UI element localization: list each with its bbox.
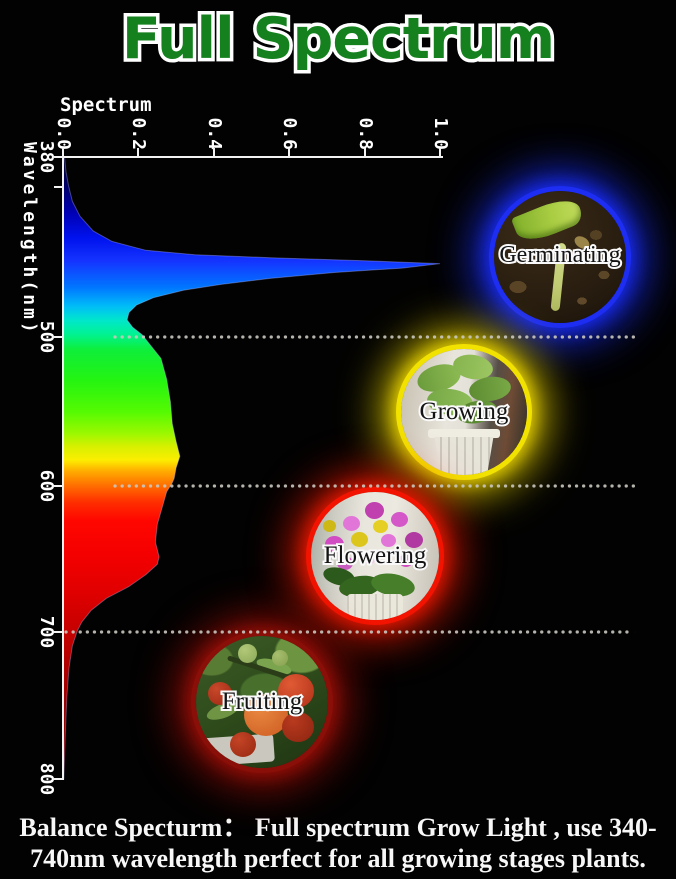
y-tick-380: 380 — [36, 140, 57, 174]
y-tick-800: 800 — [36, 762, 57, 796]
yellow-bloom — [323, 520, 336, 532]
orchid-bloom — [365, 502, 384, 519]
orchid-bloom — [337, 556, 353, 570]
x-axis-title: Spectrum — [60, 94, 152, 116]
stage-circle-flowering — [311, 492, 439, 620]
y-tick-600: 600 — [36, 469, 57, 503]
flower-pot — [347, 594, 403, 620]
stage-circle-fruiting — [196, 636, 328, 768]
stage-label-germinating: Germinating — [497, 240, 622, 270]
spectrum-curve-area — [62, 156, 441, 780]
flowering-photo — [311, 492, 439, 620]
x-tick-0.2: 0.2 — [128, 117, 149, 150]
yellow-bloom — [351, 532, 368, 547]
fruiting-photo — [196, 636, 328, 768]
orchid-bloom — [363, 552, 376, 564]
orchid-bloom — [343, 516, 360, 531]
growing-photo — [401, 349, 527, 475]
caption-line-1: Balance Specturm： Full spectrum Grow Lig… — [19, 813, 657, 842]
y-tick-700: 700 — [36, 615, 57, 649]
orchid-bloom — [325, 536, 344, 553]
germinating-photo — [494, 191, 626, 323]
orange-tomato — [244, 694, 288, 736]
orchid-bloom — [405, 532, 423, 548]
orchid-bloom — [391, 512, 408, 527]
orchid-bloom — [381, 534, 396, 547]
red-tomato — [208, 682, 232, 705]
x-tick-0.6: 0.6 — [279, 117, 300, 150]
y-tick-500: 500 — [36, 320, 57, 354]
bottom-caption: Balance Specturm： Full spectrum Grow Lig… — [18, 812, 658, 874]
page-title: Full Spectrum — [118, 3, 558, 76]
caption-line-2: 740nm wavelength perfect for all growing… — [30, 844, 646, 873]
green-tomato — [272, 650, 288, 666]
stage-circle-germinating — [494, 191, 626, 323]
yellow-bloom — [373, 520, 388, 533]
green-tomato — [238, 644, 257, 663]
red-tomato — [282, 712, 314, 742]
stage-label-growing: Growing — [418, 396, 511, 427]
stage-label-fruiting: Fruiting — [220, 686, 305, 717]
orchid-bloom — [399, 554, 413, 567]
x-tick-1.0: 1.0 — [430, 117, 451, 150]
stage-circle-growing — [401, 349, 527, 475]
stage-label-flowering: Flowering — [322, 540, 429, 571]
x-tick-0.4: 0.4 — [204, 117, 225, 150]
plant-pot-rim — [428, 429, 500, 438]
x-tick-0.8: 0.8 — [355, 117, 376, 150]
red-tomato — [230, 732, 256, 757]
plant-pot — [434, 437, 494, 475]
